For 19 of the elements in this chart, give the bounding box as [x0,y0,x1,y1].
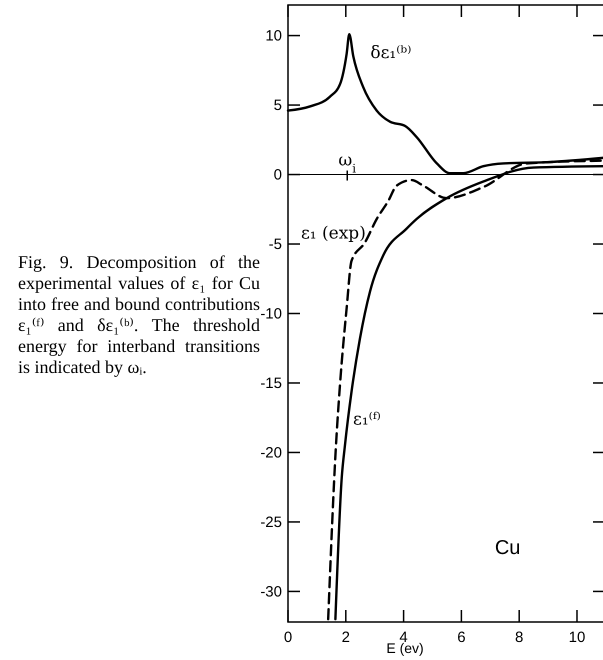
annotation: Cu [494,536,520,559]
y-tick-label: -10 [260,306,282,322]
x-tick-label: 8 [515,629,524,646]
y-tick-label: 0 [274,166,282,184]
y-tick-label: -25 [260,514,282,531]
x-tick-label: 10 [568,629,586,646]
x-tick-label: 2 [342,629,350,646]
series-label: ε₁ (exp) [301,223,366,244]
y-tick-label: -30 [260,583,282,600]
x-tick-label: 6 [457,629,466,646]
annotation: ω$_{i}$ [338,150,356,176]
y-tick-label: 10 [265,28,282,45]
y-tick-label: -5 [268,236,282,254]
series-label: ε₁⁽ᶠ⁾ [353,410,381,430]
y-tick-label: -15 [260,374,282,392]
series-label: δε₁⁽ᵇ⁾ [370,42,412,63]
y-tick-label: 5 [274,97,282,114]
caption: Fig. 9. Decomposition of the experimental values of ε₁ for Cu into free and bound contributions ε₁⁽ᶠ⁾ and δε₁⁽ᵇ⁾. The threshold energy for interband transitions is indicated by ωᵢ. [18,252,260,378]
y-tick-label: -20 [260,444,282,462]
